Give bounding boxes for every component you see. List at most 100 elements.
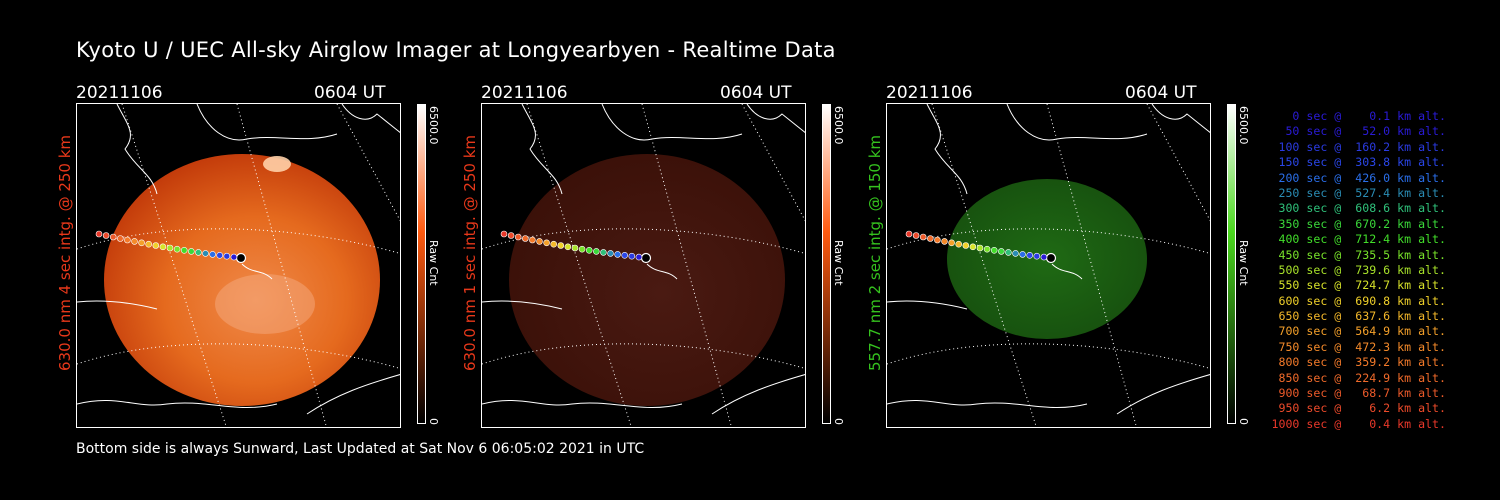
- legend-row: 800 sec @ 359.2 km alt.: [1271, 355, 1446, 370]
- track-point: [235, 252, 247, 264]
- track-point: [1045, 252, 1057, 264]
- panel-1-colorbar-max: 6500.0: [427, 106, 440, 145]
- track-point: [216, 252, 223, 259]
- track-point: [223, 252, 231, 260]
- panel-1-colorbar-min: 0: [427, 418, 440, 425]
- geo-grid: [482, 104, 805, 427]
- track-point: [607, 250, 614, 257]
- track-point: [514, 233, 522, 241]
- track-point: [507, 232, 515, 239]
- legend-row: 450 sec @ 735.5 km alt.: [1271, 247, 1446, 262]
- track-point: [905, 230, 913, 238]
- airglow-disk: [509, 154, 785, 406]
- legend-row: 50 sec @ 52.0 km alt.: [1271, 124, 1446, 139]
- track-point: [145, 240, 152, 248]
- panel-2-image: [481, 103, 806, 428]
- track-point: [564, 243, 572, 251]
- track-point: [550, 240, 557, 248]
- panel-2-colorbar-max: 6500.0: [832, 106, 845, 145]
- track-point: [640, 252, 652, 264]
- aurora-patch: [215, 274, 315, 334]
- track-point: [209, 251, 216, 258]
- legend-row: 500 sec @ 739.6 km alt.: [1271, 262, 1446, 277]
- track-point: [1012, 250, 1019, 257]
- page-title: Kyoto U / UEC All-sky Airglow Imager at …: [76, 38, 836, 62]
- track-point: [131, 238, 138, 245]
- track-point: [195, 249, 202, 256]
- track-point: [116, 235, 124, 242]
- coastline: [887, 104, 1210, 415]
- panel-1-time: 0604 UT: [314, 83, 386, 103]
- track-point: [614, 251, 621, 258]
- track-point: [124, 236, 131, 244]
- track-point: [969, 243, 977, 251]
- track-point: [180, 247, 188, 254]
- track-point: [536, 238, 543, 245]
- track-point: [152, 242, 160, 249]
- track-point: [976, 244, 984, 252]
- track-point: [571, 244, 579, 252]
- track-point: [159, 243, 167, 251]
- track-point: [500, 230, 508, 238]
- panel-1-image: [76, 103, 401, 428]
- panel-3-time: 0604 UT: [1125, 83, 1197, 103]
- panel-3-ylabel: 557.7 nm 2 sec intg. @ 150 km: [866, 134, 884, 371]
- track-point: [1005, 249, 1012, 256]
- track-point: [998, 248, 1005, 255]
- track-point: [585, 247, 593, 254]
- track-point: [983, 245, 991, 253]
- panel-2-ylabel: 630.0 nm 1 sec intg. @ 250 km: [461, 134, 479, 371]
- track-point: [593, 248, 600, 255]
- legend-row: 600 sec @ 690.8 km alt.: [1271, 293, 1446, 308]
- track-point: [1026, 252, 1033, 259]
- legend-row: 0 sec @ 0.1 km alt.: [1271, 109, 1446, 123]
- track: [500, 230, 652, 264]
- footer-note: Bottom side is always Sunward, Last Upda…: [76, 441, 645, 457]
- track-point: [621, 252, 628, 259]
- track-point: [990, 247, 998, 254]
- track-point: [919, 233, 927, 241]
- track-point: [95, 230, 103, 238]
- track-point: [188, 248, 195, 255]
- track-point: [600, 249, 607, 256]
- panel-1-date: 20211106: [76, 83, 163, 103]
- track-point: [962, 242, 970, 249]
- track-point: [521, 235, 529, 242]
- track-point: [102, 232, 110, 239]
- legend-row: 300 sec @ 608.6 km alt.: [1271, 201, 1446, 216]
- track-point: [1019, 251, 1026, 258]
- track-point: [934, 236, 941, 244]
- panel-2-date: 20211106: [481, 83, 568, 103]
- track-point: [138, 239, 145, 247]
- legend-row: 200 sec @ 426.0 km alt.: [1271, 170, 1446, 185]
- track-point: [1040, 253, 1048, 261]
- geo-grid: [77, 104, 400, 427]
- panel-2-colorbar: [822, 104, 831, 424]
- panel-3-date: 20211106: [886, 83, 973, 103]
- track-point: [202, 250, 209, 257]
- track-point: [926, 235, 934, 242]
- airglow-disk: [104, 154, 380, 406]
- track-point: [557, 242, 565, 249]
- track-point: [912, 232, 920, 239]
- panel-2-time: 0604 UT: [720, 83, 792, 103]
- legend-row: 550 sec @ 724.7 km alt.: [1271, 278, 1446, 293]
- panel-1-colorbar: [417, 104, 426, 424]
- trajectory-legend: 0 sec @ 0.1 km alt. 50 sec @ 52.0 km alt…: [1262, 109, 1446, 432]
- legend-row: 1000 sec @ 0.4 km alt.: [1271, 416, 1446, 431]
- coastline: [482, 104, 805, 415]
- panel-2-colorbar-unit: Raw Cnt: [832, 240, 845, 286]
- panel-3-colorbar-min: 0: [1237, 418, 1250, 425]
- panel-3-colorbar-unit: Raw Cnt: [1237, 240, 1250, 286]
- panel-1-ylabel: 630.0 nm 4 sec intg. @ 250 km: [56, 134, 74, 371]
- legend-row: 350 sec @ 670.2 km alt.: [1271, 216, 1446, 231]
- legend-row: 100 sec @ 160.2 km alt.: [1271, 139, 1446, 154]
- legend-row: 900 sec @ 68.7 km alt.: [1271, 386, 1446, 401]
- track-point: [578, 245, 586, 253]
- legend-row: 950 sec @ 6.2 km alt.: [1271, 401, 1446, 416]
- legend-row: 650 sec @ 637.6 km alt.: [1271, 309, 1446, 324]
- track: [905, 230, 1057, 264]
- track-point: [1033, 252, 1041, 260]
- panel-2-colorbar-min: 0: [832, 418, 845, 425]
- geo-grid: [887, 104, 1210, 427]
